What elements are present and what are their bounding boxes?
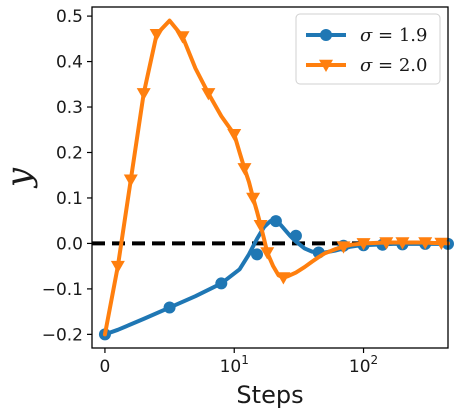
series-2-point: [276, 272, 291, 285]
series-1-point: [269, 215, 282, 228]
series-2-point: [123, 174, 138, 187]
series-1: [98, 215, 454, 341]
y-tick-label: −0.1: [42, 280, 83, 300]
series-2-point: [336, 241, 351, 254]
series-2-point: [149, 29, 164, 42]
legend-marker: [320, 29, 332, 41]
series-2-point: [379, 237, 394, 250]
series-2-point: [136, 88, 151, 101]
plot-frame: [91, 6, 449, 349]
axes: −0.2 −0.1 0.0 0.1 0.2 0.3 0.4 0.5 0 101 102: [42, 6, 449, 377]
series-1-point: [215, 277, 228, 290]
series-2-point: [260, 247, 275, 260]
y-tick-label: 0.2: [56, 143, 83, 163]
series-2-point: [418, 237, 433, 250]
legend-marker: [319, 59, 333, 72]
y-axis-label: y: [0, 167, 39, 189]
legend-item-1: σ = 1.9: [306, 25, 427, 46]
legend: σ = 1.9 σ = 2.0: [295, 13, 441, 85]
x-tick-label: 0: [100, 357, 111, 377]
series-1-point: [289, 229, 302, 242]
series-2-point: [201, 88, 216, 101]
y-tick-label: 0.0: [56, 234, 83, 254]
legend-label: σ = 2.0: [360, 55, 427, 76]
series-1-point: [251, 248, 264, 261]
series-2: [102, 18, 450, 337]
plot-content: [92, 18, 454, 341]
series-2-point: [246, 192, 261, 205]
series-2-point: [227, 129, 242, 142]
legend-item-2: σ = 2.0: [306, 55, 427, 76]
y-tick-label: 0.4: [56, 53, 83, 73]
x-axis-label: Steps: [236, 381, 303, 409]
series-2-point: [253, 219, 268, 233]
x-tick-label: 101: [220, 353, 249, 377]
series-2-point: [434, 237, 449, 250]
y-tick-label: 0.3: [56, 98, 83, 118]
y-tick-label: −0.2: [42, 325, 83, 345]
series-2-point: [110, 260, 125, 274]
series-1-point: [163, 301, 176, 314]
series-2-point: [237, 163, 252, 176]
series-2-point: [395, 237, 410, 250]
y-tick-label: 0.5: [56, 7, 83, 27]
x-tick-label: 102: [349, 353, 378, 377]
series-2-point: [356, 238, 371, 251]
y-tick-label: 0.1: [56, 189, 83, 209]
legend-label: σ = 1.9: [360, 25, 427, 46]
series-2-point: [175, 31, 190, 44]
